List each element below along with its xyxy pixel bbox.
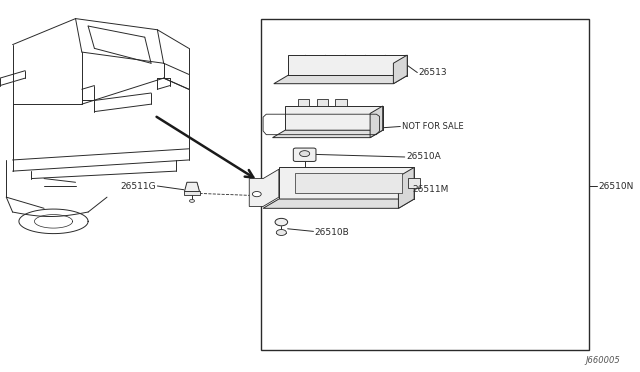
- Text: 26510N: 26510N: [598, 182, 634, 190]
- Bar: [184, 191, 200, 195]
- Bar: [294, 173, 401, 193]
- Circle shape: [300, 151, 310, 157]
- Bar: [335, 99, 347, 106]
- Polygon shape: [249, 169, 279, 206]
- Circle shape: [276, 230, 286, 235]
- Polygon shape: [274, 76, 407, 84]
- Circle shape: [189, 199, 195, 202]
- Text: 26511G: 26511G: [120, 182, 156, 190]
- Polygon shape: [370, 106, 383, 138]
- Polygon shape: [399, 167, 414, 208]
- FancyBboxPatch shape: [293, 148, 316, 161]
- Text: 26513: 26513: [419, 68, 447, 77]
- Polygon shape: [408, 179, 420, 188]
- Polygon shape: [285, 106, 383, 130]
- Text: 26510A: 26510A: [406, 153, 441, 161]
- Text: NOT FOR SALE: NOT FOR SALE: [401, 122, 463, 131]
- Circle shape: [275, 218, 287, 226]
- Polygon shape: [394, 55, 407, 84]
- Bar: [317, 99, 328, 106]
- Bar: [261, 19, 589, 350]
- Polygon shape: [287, 55, 407, 76]
- Polygon shape: [273, 130, 383, 138]
- Polygon shape: [263, 199, 414, 208]
- Text: 26511M: 26511M: [412, 185, 449, 194]
- Circle shape: [252, 192, 261, 197]
- Text: 26510B: 26510B: [315, 228, 349, 237]
- Bar: [298, 99, 309, 106]
- Polygon shape: [184, 182, 200, 192]
- Text: J660005: J660005: [585, 356, 620, 365]
- Polygon shape: [279, 167, 414, 199]
